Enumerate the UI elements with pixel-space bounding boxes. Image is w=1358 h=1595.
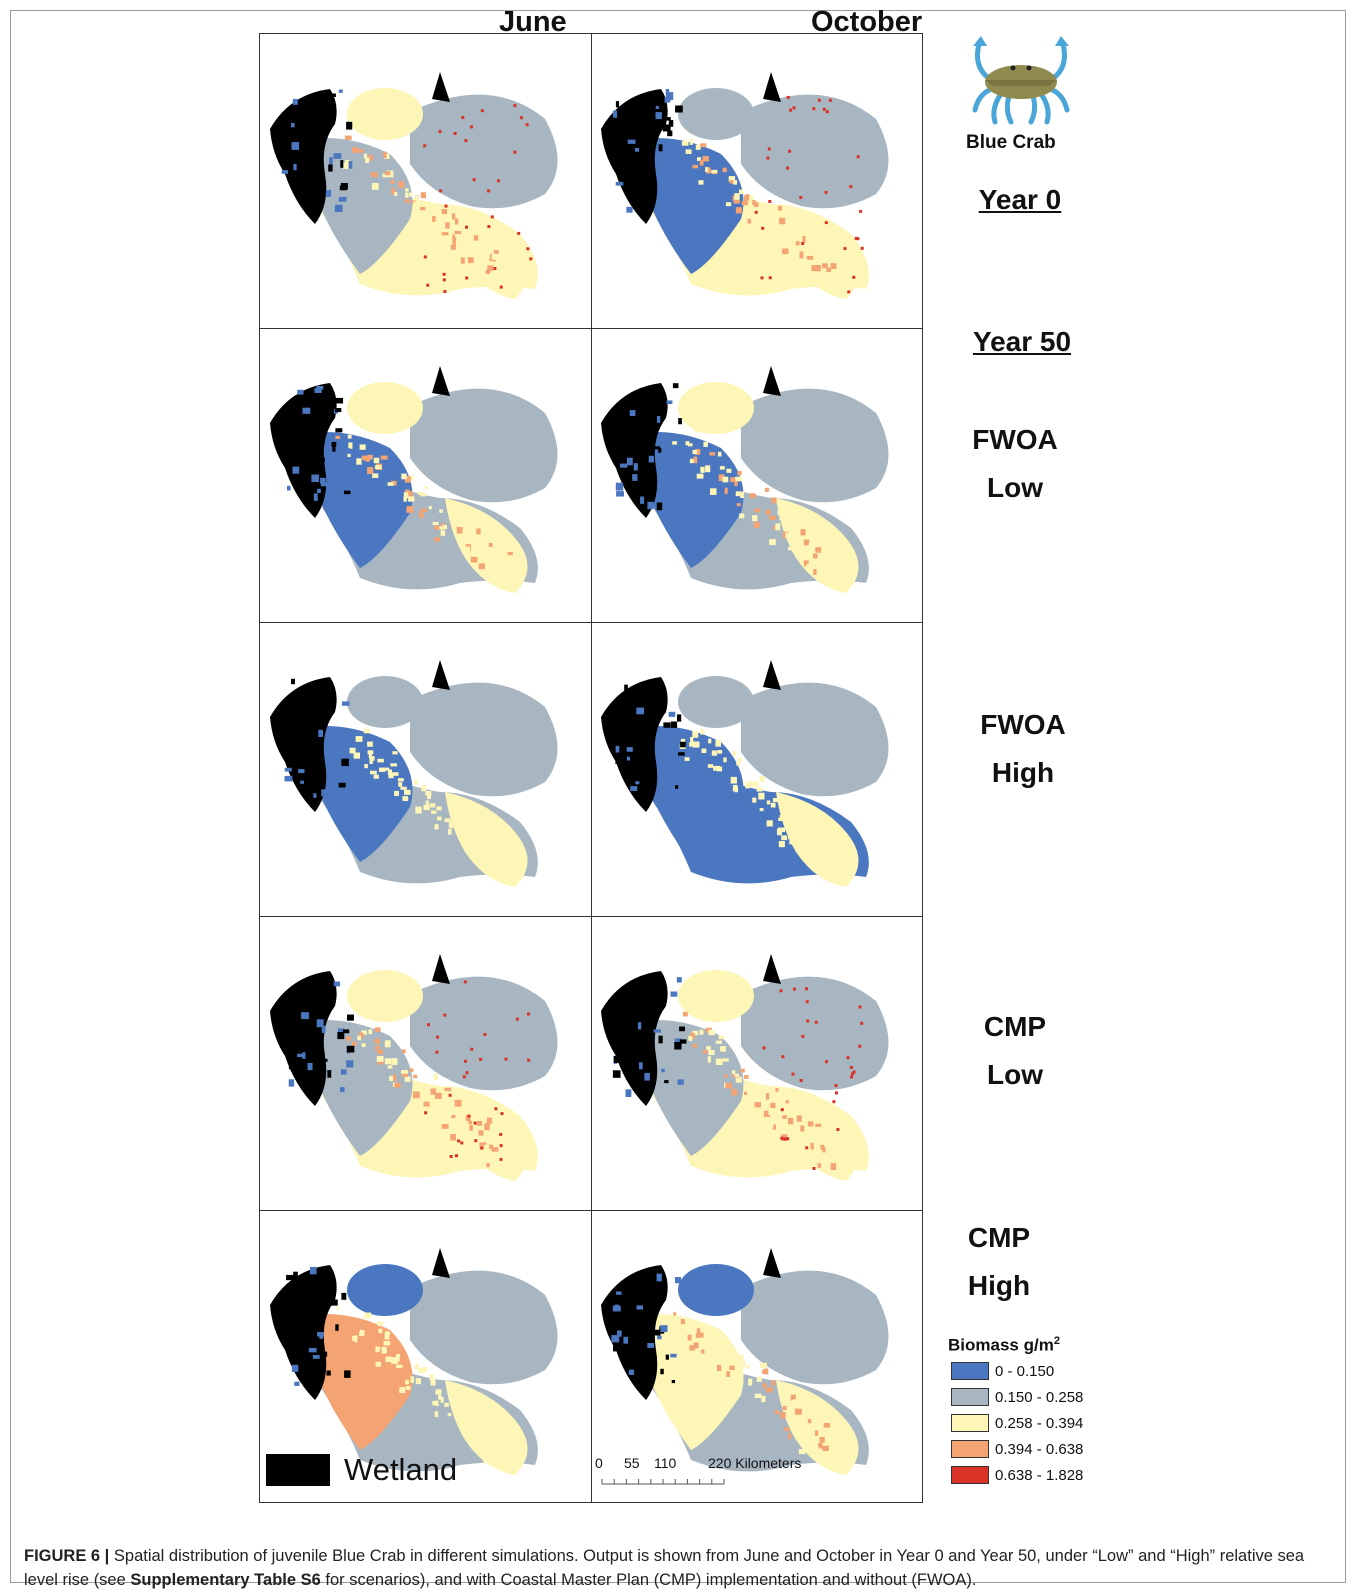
species-label: Blue Crab (966, 132, 1056, 153)
grid-divider (591, 34, 592, 1502)
blue-crab-icon (972, 36, 1070, 125)
row-label-cmp-high-2: High (967, 1270, 1031, 1301)
grid-divider (260, 622, 922, 623)
caption-text-2: for scenarios), and with Coastal Master … (320, 1571, 977, 1589)
row-label-fwoa-high-2: High (991, 757, 1055, 788)
map-graphic (270, 1248, 558, 1475)
map-panel (260, 34, 591, 328)
legend-swatch (951, 1414, 989, 1432)
row-label-cmp-high-1: CMP (967, 1222, 1031, 1253)
map-grid (259, 33, 923, 1503)
map-graphic (601, 1248, 889, 1475)
scale-bar-label: 0 (595, 1455, 603, 1471)
column-header-june: June (499, 6, 567, 38)
map-graphic (601, 72, 889, 299)
legend-swatch (951, 1440, 989, 1458)
map-graphic (270, 72, 558, 299)
scale-bar-label: 55 (624, 1455, 640, 1471)
row-label-cmp-low-2: Low (987, 1059, 1043, 1090)
map-panel (591, 916, 922, 1210)
scale-bar (601, 1479, 725, 1485)
row-label-year0: Year 0 (978, 184, 1062, 215)
legend-label: 0 - 0.150 (995, 1363, 1055, 1380)
map-panel (591, 34, 922, 328)
legend-label: 0.150 - 0.258 (995, 1389, 1084, 1406)
map-panel (591, 328, 922, 622)
row-label-fwoa-high-1: FWOA (980, 709, 1066, 740)
map-panel (260, 916, 591, 1210)
row-label-fwoa-low-2: Low (987, 472, 1043, 503)
row-label-cmp-low-1: CMP (983, 1011, 1047, 1042)
map-graphic (270, 660, 558, 887)
caption-label: FIGURE 6 | (24, 1547, 110, 1565)
figure-frame (10, 10, 1346, 1583)
map-graphic (601, 366, 889, 593)
map-graphic (601, 660, 889, 887)
legend-swatch (951, 1362, 989, 1380)
legend-swatch (951, 1388, 989, 1406)
figure-caption: FIGURE 6 | Spatial distribution of juven… (24, 1544, 1334, 1592)
legend-title-text: Biomass g/m (948, 1335, 1054, 1355)
row-label-fwoa-low-1: FWOA (972, 424, 1058, 455)
column-header-october: October (811, 6, 923, 38)
grid-divider (260, 916, 922, 917)
row-header-year50: Year 50 (972, 326, 1072, 357)
caption-text-1: Spatial distribution of juvenile Blue Cr… (24, 1547, 1305, 1589)
caption-reference: Supplementary Table S6 (130, 1571, 321, 1589)
legend-swatch (951, 1466, 989, 1484)
legend-title: Biomass g/m2 (948, 1335, 1060, 1356)
map-graphic (270, 954, 558, 1181)
map-panel (260, 1210, 591, 1504)
wetland-label: Wetland (344, 1452, 458, 1487)
scale-bar-label: 110 (654, 1455, 677, 1471)
grid-divider (260, 1210, 922, 1211)
legend-title-superscript: 2 (1053, 1335, 1060, 1347)
legend-label: 0.638 - 1.828 (995, 1467, 1084, 1484)
map-panel (591, 622, 922, 916)
map-graphic (601, 954, 889, 1181)
map-panel (260, 622, 591, 916)
map-panel (591, 1210, 922, 1504)
map-panel (260, 328, 591, 622)
grid-divider (260, 328, 922, 329)
wetland-swatch (266, 1454, 330, 1486)
legend-label: 0.394 - 0.638 (995, 1441, 1084, 1458)
map-graphic (270, 366, 558, 593)
legend-label: 0.258 - 0.394 (995, 1415, 1084, 1432)
scale-bar-label: 220 Kilometers (708, 1455, 802, 1471)
